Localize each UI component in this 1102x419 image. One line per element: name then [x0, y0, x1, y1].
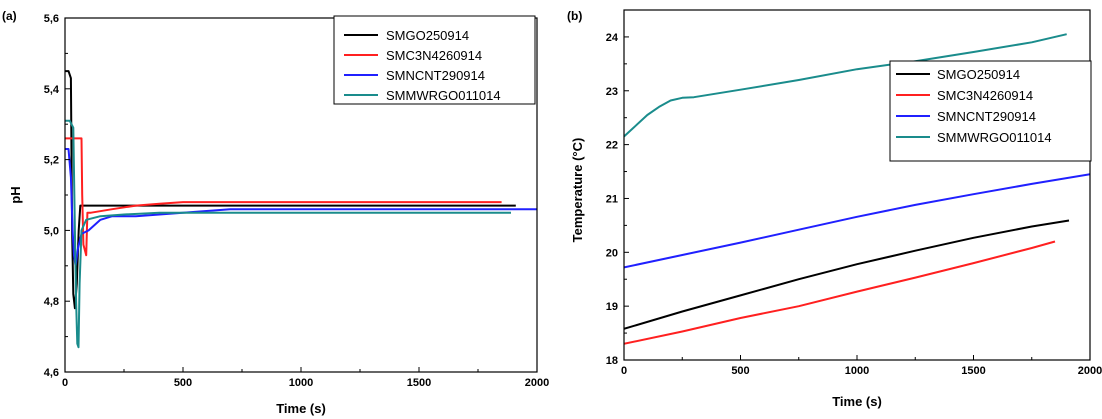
y-tick-label: 5,2: [44, 155, 59, 167]
legend-label: SMGO250914: [386, 28, 469, 43]
x-axis-title: Time (s): [276, 401, 326, 416]
legend-label: SMC3N4260914: [937, 88, 1033, 103]
y-tick-label: 4,6: [44, 367, 59, 379]
legend-label: SMNCNT290914: [937, 109, 1036, 124]
series-line-smgo250914: [624, 219, 1070, 330]
x-tick-label: 2000: [1078, 365, 1102, 377]
x-tick-label: 500: [174, 377, 192, 389]
x-tick-label: 500: [731, 365, 749, 377]
series-line-smc3n4260914: [624, 240, 1056, 345]
y-axis-title: Temperature (°C): [570, 138, 585, 243]
y-tick-label: 19: [606, 301, 618, 313]
chart-panel-a: 0 500 1000 1500 2000 4,6 4,8 5,0 5,2 5,4 5,6 Time (…: [2, 9, 549, 416]
series-group: [65, 70, 537, 349]
x-tick-label: 2000: [525, 377, 549, 389]
y-tick-label: 21: [606, 193, 618, 205]
y-tick-label: 5,4: [44, 84, 60, 96]
panel-label: (b): [567, 9, 582, 23]
legend-box: [333, 15, 536, 105]
series-group: [624, 33, 1090, 345]
y-axis-title: pH: [8, 186, 23, 203]
legend-label: SMGO250914: [937, 67, 1020, 82]
legend: SMGO250914 SMC3N4260914 SMNCNT290914 SMMWRG…: [889, 60, 1092, 162]
series-line-smncnt290914: [65, 148, 537, 267]
panel-label: (a): [2, 9, 17, 23]
x-axis-title: Time (s): [832, 394, 882, 409]
x-tick-label: 1500: [407, 377, 431, 389]
y-tick-label: 5,0: [44, 225, 59, 237]
y-tick-label: 4,8: [44, 296, 59, 308]
y-tick-label: 5,6: [44, 13, 59, 25]
legend-label: SMMWRGO011014: [937, 130, 1052, 145]
y-tick-label: 23: [606, 86, 618, 98]
legend-box: [889, 60, 1092, 162]
x-tick-label: 0: [621, 365, 627, 377]
y-tick-label: 24: [606, 32, 619, 44]
x-tick-label: 1000: [845, 365, 869, 377]
series-line-smmwrgo011014: [65, 119, 511, 349]
x-tick-label: 1500: [961, 365, 985, 377]
y-tick-label: 18: [606, 355, 618, 367]
series-line-smncnt290914: [624, 173, 1090, 269]
chart-panel-b: 0 500 1000 1500 2000 18 19 20 21 22 23 24 Time (s) Te…: [567, 9, 1102, 409]
y-tick-label: 20: [606, 247, 618, 259]
series-line-smgo250914: [65, 70, 516, 310]
series-line-smmwrgo011014: [624, 33, 1067, 138]
legend-label: SMC3N4260914: [386, 48, 482, 63]
legend: SMGO250914 SMC3N4260914 SMNCNT290914 SMMWRG…: [333, 15, 536, 105]
series-line-smc3n4260914: [65, 137, 502, 257]
legend-label: SMNCNT290914: [386, 68, 485, 83]
y-tick-label: 22: [606, 140, 618, 152]
legend-label: SMMWRGO011014: [386, 88, 501, 103]
x-tick-label: 0: [62, 377, 68, 389]
x-tick-label: 1000: [289, 377, 313, 389]
